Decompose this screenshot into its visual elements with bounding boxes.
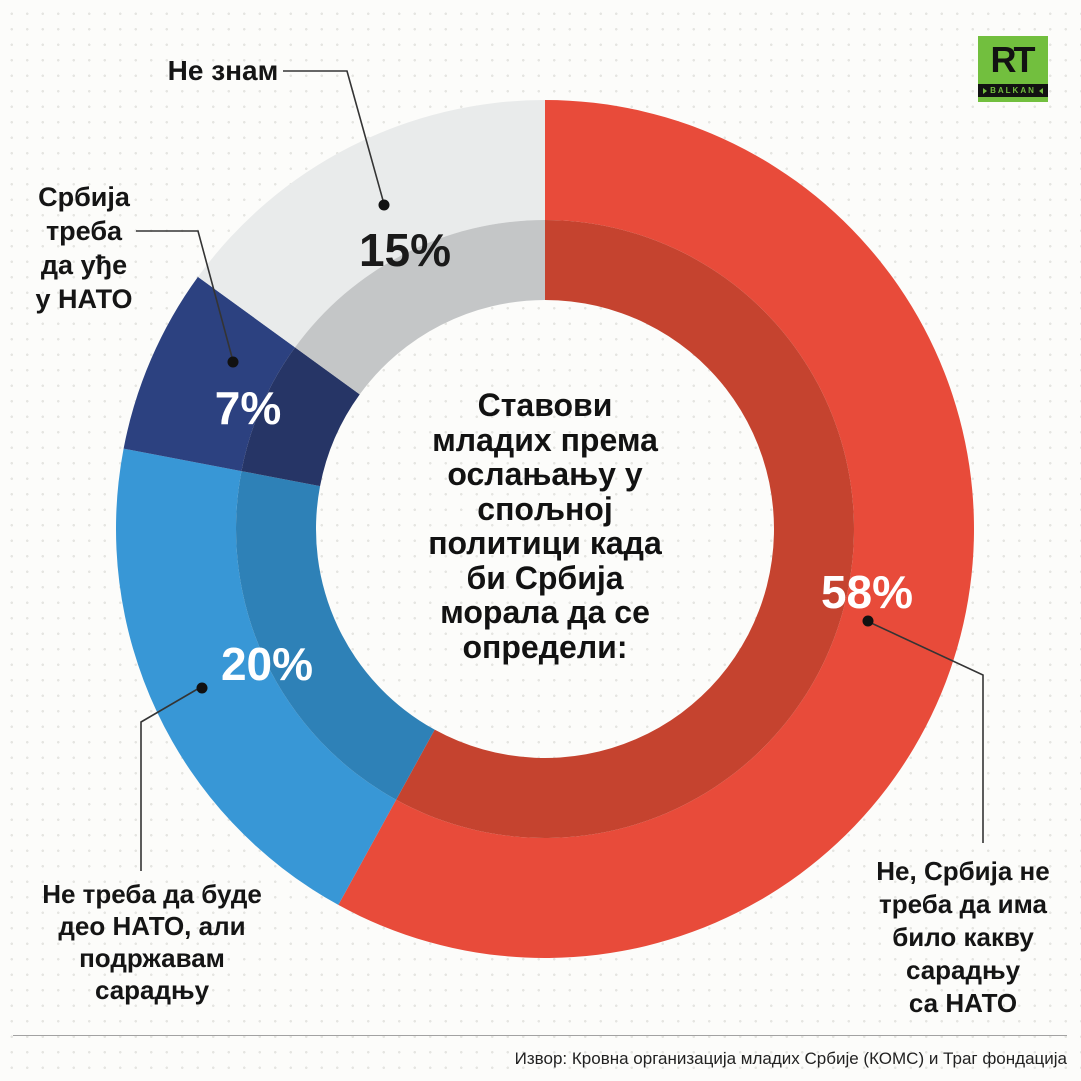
segment-join-nato	[123, 276, 296, 472]
source-divider	[13, 1035, 1067, 1036]
dot-no-cooperation	[862, 615, 874, 627]
leader-join-nato	[136, 230, 234, 362]
dot-dont-know	[378, 199, 390, 211]
logo-chevron-left-icon	[983, 87, 988, 94]
segment-value-labels: 58% 20% 7% 15%	[215, 224, 913, 690]
leader-no-membership	[140, 686, 202, 871]
dot-no-membership	[196, 682, 208, 694]
segment-join-nato-inner	[241, 347, 360, 487]
rt-logo-text: RT	[990, 39, 1036, 80]
value-label-join-nato: 7%	[215, 382, 281, 434]
label-join-nato: Србија треба да уђе у НАТО	[35, 182, 133, 314]
value-label-dont-know: 15%	[359, 224, 451, 276]
logo-chevron-right-icon	[1038, 87, 1043, 94]
callout-leader-lines	[136, 70, 984, 871]
segment-dont-know	[197, 99, 546, 348]
segment-no-membership-but-cooperation-inner	[235, 471, 435, 800]
donut-segments	[115, 99, 974, 958]
source-text: Извор: Кровна организација младих Србије…	[514, 1049, 1067, 1068]
label-dont-know: Не знам	[167, 55, 279, 86]
segment-no-cooperation	[338, 100, 974, 958]
label-no-cooperation: Не, Србија не треба да има било какву са…	[876, 856, 1050, 1018]
label-no-membership: Не треба да буде део НАТО, али подржавам…	[42, 879, 262, 1005]
segment-dont-know-inner	[295, 220, 545, 395]
value-label-no-cooperation: 58%	[821, 566, 913, 618]
value-label-no-membership-but-cooperation: 20%	[221, 638, 313, 690]
segment-no-cooperation-inner	[396, 220, 854, 838]
rt-logo-balkan-band: BALKAN	[978, 84, 1048, 97]
dot-join-nato	[227, 356, 239, 368]
leader-dont-know	[283, 70, 385, 205]
rt-logo-balkan-text: BALKAN	[990, 86, 1036, 95]
rt-balkan-logo: RT BALKAN	[978, 36, 1048, 102]
chart-title: Ставови младих према ослањању у спољној …	[428, 387, 662, 665]
segment-no-membership-but-cooperation	[115, 448, 397, 905]
callout-dots	[196, 199, 874, 694]
leader-no-cooperation	[868, 621, 984, 843]
